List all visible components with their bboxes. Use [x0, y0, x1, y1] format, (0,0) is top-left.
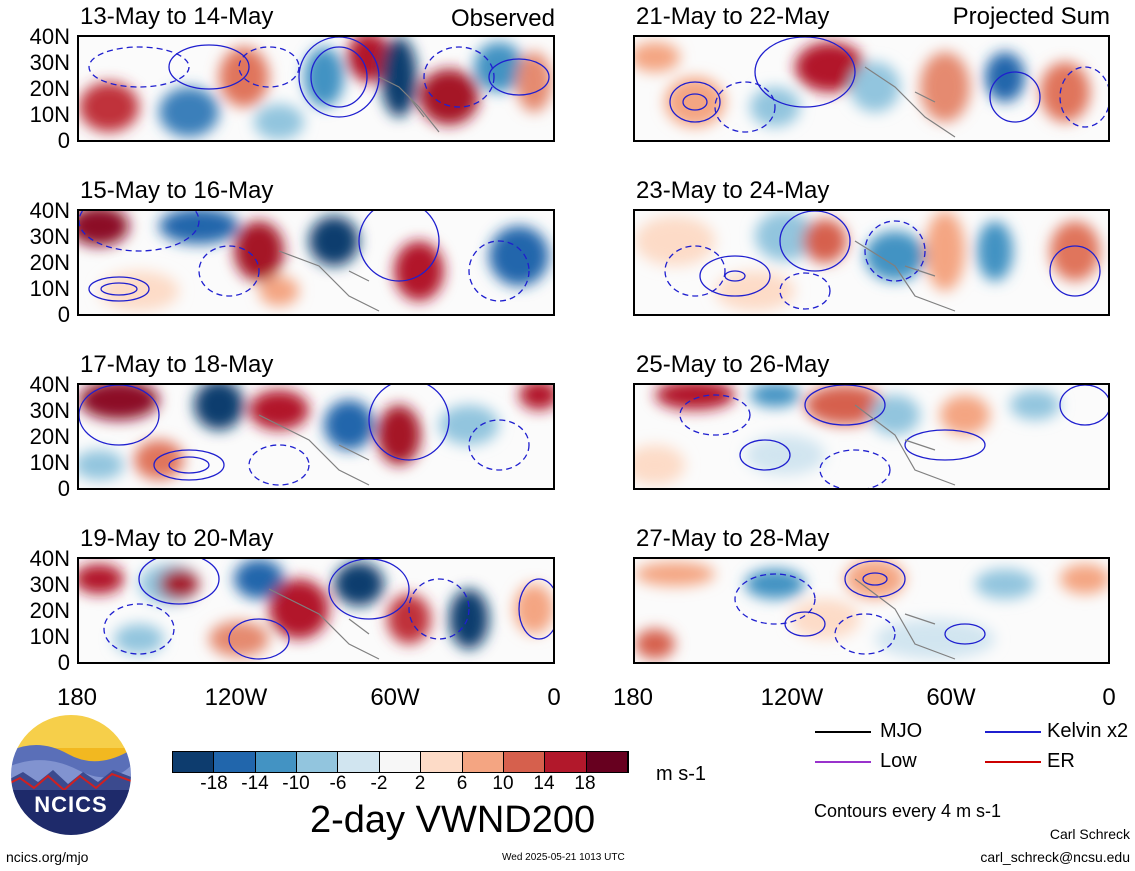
lon-label: 120W [760, 684, 824, 711]
colorbar-label: -2 [370, 773, 388, 794]
lat-label: 10N [29, 624, 70, 649]
projected-tag: Projected Sum [952, 3, 1110, 30]
colorbar-swatch [338, 752, 380, 772]
ncics-logo: NCICS [8, 712, 134, 838]
lat-label: 0 [57, 476, 70, 501]
colorbar-swatch [545, 752, 587, 772]
lon-label: 180 [56, 684, 98, 711]
footer-url[interactable]: ncics.org/mjo [6, 849, 89, 865]
lat-label: 0 [57, 302, 70, 327]
panel-title: 17-May to 18-May [80, 351, 274, 378]
lon-label: 0 [1102, 684, 1116, 711]
colorbar-label: -10 [282, 773, 310, 794]
panel-title: 25-May to 26-May [636, 351, 830, 378]
panel-title: 27-May to 28-May [636, 525, 830, 552]
logo-text: NCICS [34, 792, 108, 817]
colorbar [172, 751, 629, 773]
map-panel [633, 557, 1110, 664]
lon-label: 180 [612, 684, 654, 711]
lon-label: 60W [926, 684, 976, 711]
colorbar-units: m s-1 [656, 763, 706, 785]
colorbar-label: 14 [533, 773, 555, 794]
er-line [985, 761, 1041, 763]
panel-title: 19-May to 20-May [80, 525, 274, 552]
kelvin-label: Kelvin x2 [1047, 720, 1129, 742]
colorbar-swatch [462, 752, 504, 772]
colorbar-swatch [173, 752, 215, 772]
observed-tag: Observed [450, 5, 555, 32]
lat-label: 40N [29, 372, 70, 397]
panel-title: 13-May to 14-May [80, 3, 274, 30]
lat-label: 0 [57, 128, 70, 153]
mjo-line [815, 731, 871, 733]
lon-label: 60W [370, 684, 420, 711]
low-label: Low [880, 750, 917, 772]
map-panel [77, 209, 555, 316]
er-label: ER [1047, 750, 1075, 772]
lon-label: 120W [204, 684, 268, 711]
colorbar-label: 10 [492, 773, 514, 794]
colorbar-label: -14 [241, 773, 269, 794]
lat-label: 10N [29, 276, 70, 301]
contours-note: Contours every 4 m s-1 [814, 801, 1002, 821]
main-title: 2-day VWND200 [310, 799, 596, 841]
mjo-label: MJO [880, 720, 923, 742]
panel-title: 21-May to 22-May [636, 3, 830, 30]
colorbar-swatch [255, 752, 298, 772]
lat-label: 40N [29, 198, 70, 223]
lat-label: 20N [29, 598, 70, 623]
colorbar-swatch [503, 752, 546, 772]
lat-label: 0 [57, 650, 70, 675]
map-panel [77, 557, 555, 664]
colorbar-label: 6 [456, 773, 468, 794]
footer-email[interactable]: carl_schreck@ncsu.edu [980, 849, 1130, 865]
lat-label: 20N [29, 76, 70, 101]
map-panel [633, 35, 1110, 142]
panel-title: 23-May to 24-May [636, 177, 830, 204]
lat-label: 30N [29, 50, 70, 75]
colorbar-swatch [586, 752, 628, 772]
colorbar-label: -18 [200, 773, 228, 794]
kelvin-line [985, 731, 1041, 733]
footer-author: Carl Schreck [1049, 826, 1130, 842]
map-panel [77, 383, 555, 490]
lat-label: 30N [29, 398, 70, 423]
lat-label: 30N [29, 224, 70, 249]
low-line [815, 761, 871, 763]
colorbar-label: 18 [574, 773, 596, 794]
panel-title: 15-May to 16-May [80, 177, 274, 204]
lat-label: 10N [29, 450, 70, 475]
colorbar-swatch [421, 752, 463, 772]
lon-label: 0 [547, 684, 561, 711]
footer-timestamp: Wed 2025-05-21 1013 UTC [502, 852, 625, 863]
colorbar-swatch [214, 752, 256, 772]
lat-label: 40N [29, 546, 70, 571]
map-panel [633, 209, 1110, 316]
colorbar-swatch [297, 752, 339, 772]
lat-label: 10N [29, 102, 70, 127]
map-panel [633, 383, 1110, 490]
map-panel [77, 35, 555, 142]
colorbar-swatch [379, 752, 422, 772]
colorbar-label: 2 [414, 773, 426, 794]
lat-label: 20N [29, 424, 70, 449]
lat-label: 20N [29, 250, 70, 275]
lat-label: 40N [29, 24, 70, 49]
lat-label: 30N [29, 572, 70, 597]
colorbar-label: -6 [329, 773, 347, 794]
